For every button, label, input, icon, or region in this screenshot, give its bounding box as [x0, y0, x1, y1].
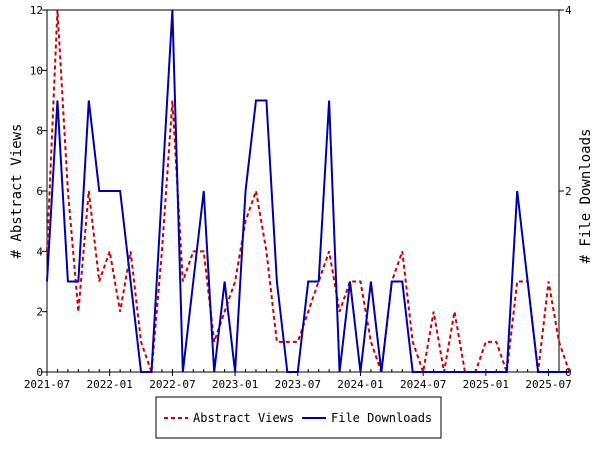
left-axis-title: # Abstract Views [9, 124, 25, 259]
series-line-file-downloads [46, 9, 570, 373]
legend-label-file-downloads: File Downloads [331, 411, 432, 425]
left-tick-label: 10 [30, 64, 43, 77]
x-tick-label: 2025-01 [463, 378, 509, 391]
left-tick-label: 6 [36, 185, 43, 198]
left-tick-label: 8 [36, 125, 43, 138]
x-tick-label: 2024-01 [337, 378, 383, 391]
legend-box [155, 396, 442, 439]
legend: Abstract Views File Downloads [155, 396, 442, 439]
x-tick-label: 2021-07 [24, 378, 70, 391]
left-tick-label: 12 [30, 4, 43, 17]
left-tick-label: 2 [36, 306, 43, 319]
x-tick-label: 2023-01 [212, 378, 258, 391]
right-tick-label: 4 [565, 4, 572, 17]
x-axis-ticks: 2021-07 2022-01 2022-07 2023-01 2023-07 2024-… [24, 369, 572, 391]
left-tick-label: 4 [36, 245, 43, 258]
x-tick-label: 2022-01 [87, 378, 133, 391]
x-tick-label: 2023-07 [275, 378, 321, 391]
plot-area [46, 9, 560, 373]
x-tick-label: 2025-07 [525, 378, 571, 391]
left-tick-label: 0 [36, 366, 43, 379]
right-axis-title: # File Downloads [578, 129, 594, 264]
x-tick-label: 2022-07 [149, 378, 195, 391]
legend-label-abstract-views: Abstract Views [193, 411, 294, 425]
right-tick-label: 2 [565, 185, 572, 198]
left-axis-ticks: 0 2 4 6 8 10 12 [30, 4, 47, 379]
x-tick-label: 2024-07 [400, 378, 446, 391]
right-axis-ticks: 024 [559, 4, 572, 379]
series-layer [46, 9, 571, 373]
series-line-abstract-views [46, 9, 571, 373]
